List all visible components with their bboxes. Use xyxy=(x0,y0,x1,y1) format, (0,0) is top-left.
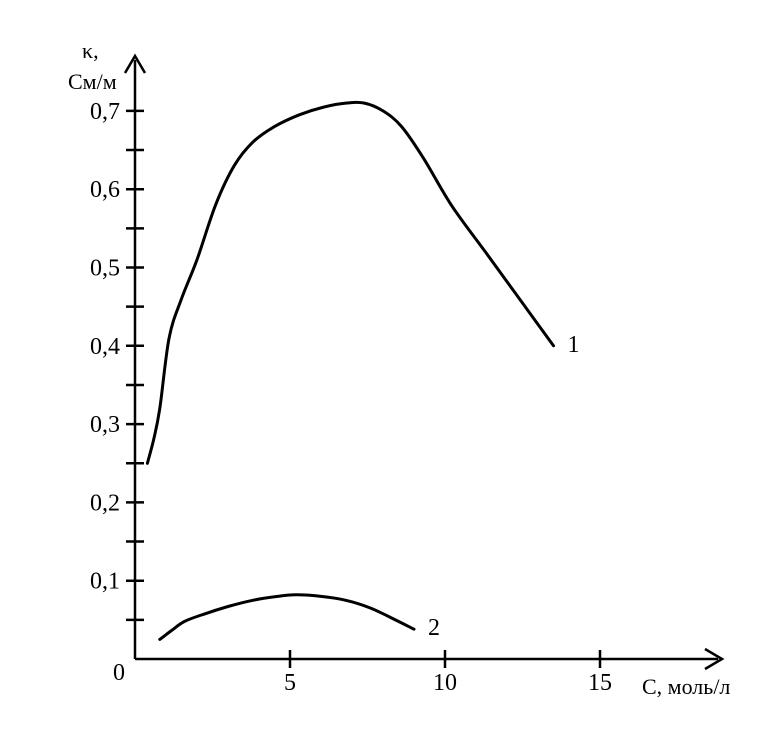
y-ticks: 0,1 0,2 0,3 0,4 0,5 0,6 0,7 xyxy=(90,99,144,622)
x-axis-title: C, моль/л xyxy=(642,674,730,699)
x-tick-label: 15 xyxy=(588,670,612,696)
y-tick-label: 0,3 xyxy=(90,412,120,438)
x-axis-arrow xyxy=(704,647,725,671)
series-group: 12 xyxy=(145,100,580,641)
series-2-label: 2 xyxy=(428,615,440,641)
y-tick-label: 0,5 xyxy=(90,256,120,282)
y-axis-title: κ, xyxy=(82,38,99,63)
axes xyxy=(123,53,725,671)
origin-label: 0 xyxy=(113,660,125,686)
y-tick-label: 0,2 xyxy=(90,490,120,516)
y-axis-unit: См/м xyxy=(68,69,117,94)
x-ticks: 5 10 15 xyxy=(284,650,612,696)
series-1-line xyxy=(145,100,555,465)
y-tick-label: 0,1 xyxy=(90,569,120,595)
y-axis-arrow xyxy=(123,53,147,74)
x-tick-label: 5 xyxy=(284,670,296,696)
y-tick-label: 0,4 xyxy=(90,334,120,360)
y-tick-label: 0,7 xyxy=(90,99,120,125)
x-tick-label: 10 xyxy=(433,670,457,696)
y-tick-label: 0,6 xyxy=(90,177,120,203)
series-1-label: 1 xyxy=(568,332,580,358)
series-2-line xyxy=(158,593,416,641)
